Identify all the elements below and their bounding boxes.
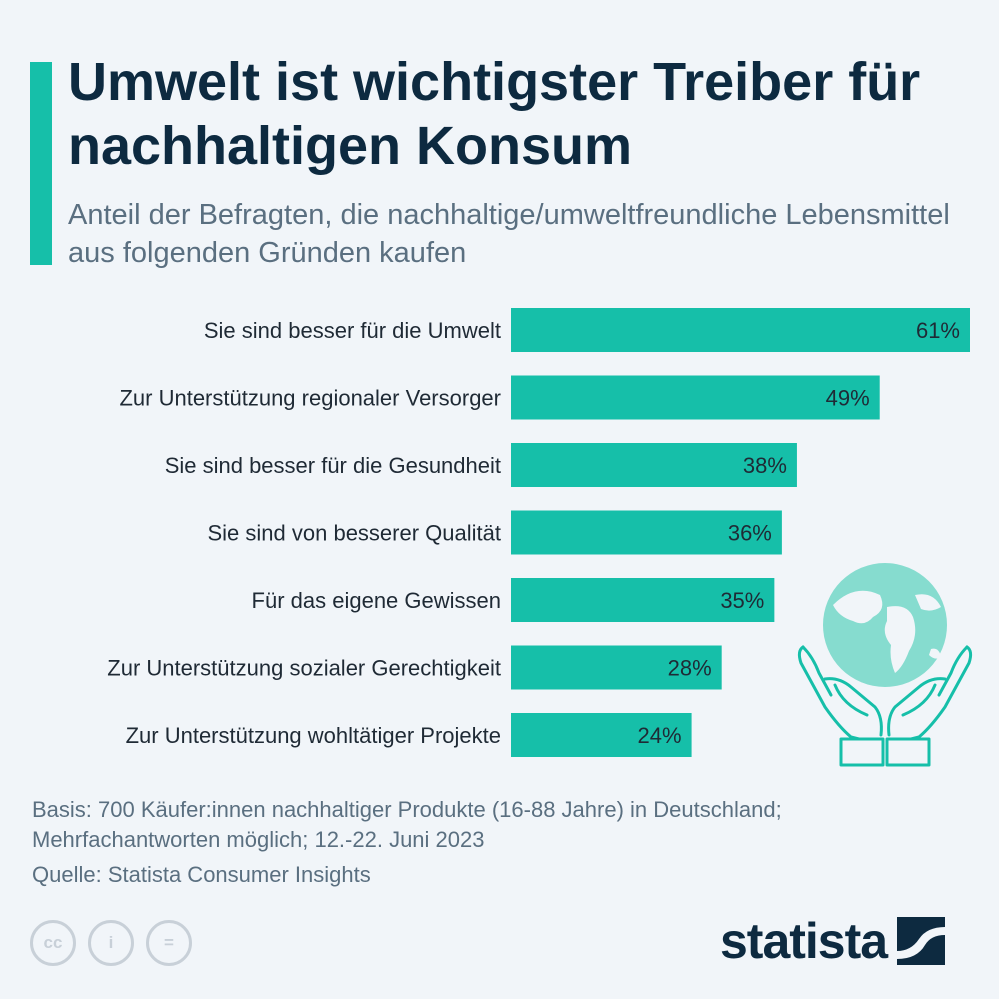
bar — [511, 713, 692, 757]
bar — [511, 645, 722, 690]
bar — [511, 308, 970, 352]
statista-logo[interactable]: statista — [720, 912, 946, 970]
category-label: Für das eigene Gewissen — [252, 588, 501, 613]
page-subtitle: Anteil der Befragten, die nachhaltige/um… — [68, 199, 950, 269]
equals-icon[interactable]: = — [146, 920, 192, 966]
title-accent-bar — [30, 62, 52, 265]
basis-line-2: Mehrfachantworten möglich; 12.-22. Juni … — [32, 827, 485, 852]
category-label: Zur Unterstützung wohltätiger Projekte — [126, 723, 501, 748]
bar — [511, 443, 797, 487]
source-link[interactable]: Quelle: Statista Consumer Insights — [32, 862, 371, 887]
value-label: 36% — [728, 521, 772, 546]
category-label: Zur Unterstützung sozialer Gerechtigkeit — [107, 656, 501, 681]
bar-chart: Sie sind besser für die Umwelt 61% Zur Unt… — [107, 308, 970, 757]
footnote: Basis: 700 Käufer:innen nachhaltiger Pro… — [32, 795, 972, 855]
bar — [511, 375, 880, 420]
value-label: 38% — [743, 453, 787, 478]
page-title: Umwelt ist wichtigster Treiber für nachh… — [68, 52, 921, 176]
category-label: Sie sind von besserer Qualität — [208, 521, 502, 546]
value-label: 24% — [638, 723, 682, 748]
category-label: Zur Unterstützung regionaler Versorger — [119, 386, 501, 411]
value-label: 28% — [668, 656, 712, 681]
category-label: Sie sind besser für die Gesundheit — [165, 453, 501, 478]
license-icons: cc i = — [30, 920, 192, 966]
value-label: 61% — [916, 318, 960, 343]
value-label: 35% — [720, 588, 764, 613]
value-label: 49% — [826, 386, 870, 411]
category-label: Sie sind besser für die Umwelt — [204, 318, 501, 343]
person-icon[interactable]: i — [88, 920, 134, 966]
cc-icon[interactable]: cc — [30, 920, 76, 966]
bar — [511, 510, 782, 555]
bar — [511, 578, 775, 622]
basis-line-1: Basis: 700 Käufer:innen nachhaltiger Pro… — [32, 797, 782, 822]
globe-in-hands-icon — [797, 563, 973, 767]
brand-name: statista — [720, 913, 888, 969]
statista-logo-icon — [897, 917, 946, 965]
